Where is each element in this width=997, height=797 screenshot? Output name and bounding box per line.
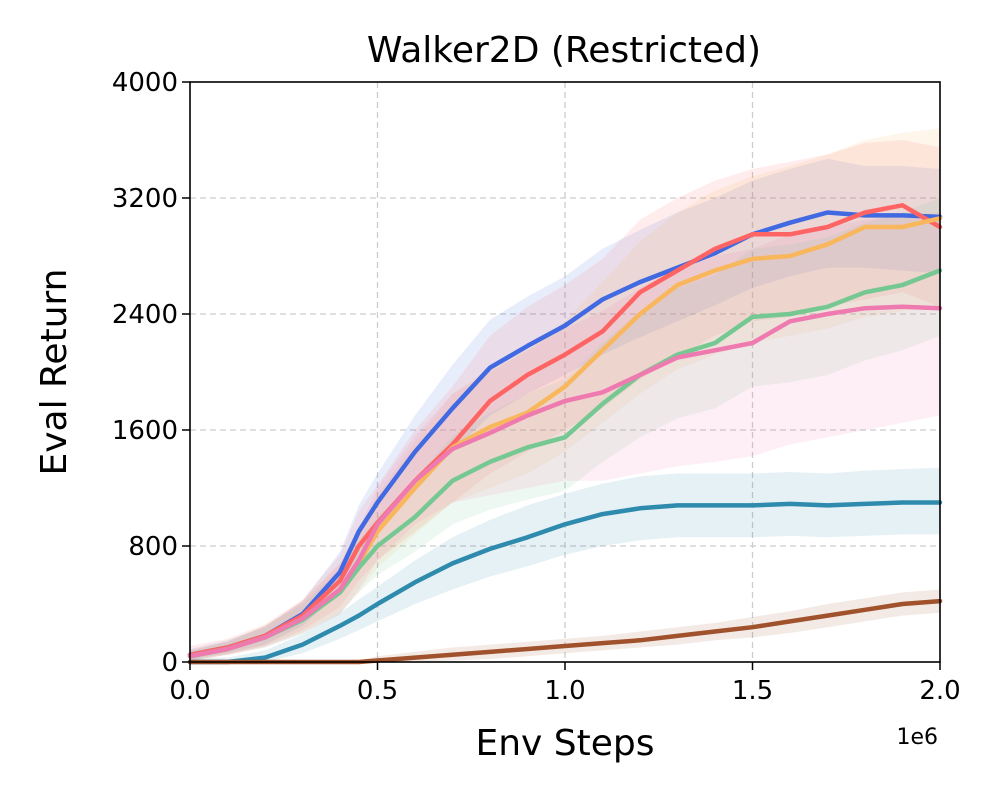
series-lines bbox=[187, 203, 943, 665]
y-tick-label-4: 3200 bbox=[112, 184, 178, 214]
y-tick-label-0: 0 bbox=[161, 648, 178, 678]
x-tick-label-0: 0.0 bbox=[169, 676, 210, 706]
line-teal bbox=[187, 500, 943, 665]
x-axis-offset-label: 1e6 bbox=[896, 725, 938, 750]
y-axis-label: Eval Return bbox=[34, 268, 75, 475]
y-axis-ticks: 0 800 1600 2400 3200 4000 bbox=[112, 68, 190, 678]
x-tick-label-4: 2.0 bbox=[919, 676, 960, 706]
y-tick-label-3: 2400 bbox=[112, 300, 178, 330]
line-red bbox=[187, 203, 943, 658]
x-axis-label: Env Steps bbox=[475, 723, 654, 764]
chart-title: Walker2D (Restricted) bbox=[367, 30, 761, 71]
x-tick-label-2: 1.0 bbox=[544, 676, 585, 706]
confidence-bands bbox=[190, 128, 940, 662]
x-tick-label-3: 1.5 bbox=[732, 676, 773, 706]
y-tick-label-2: 1600 bbox=[112, 416, 178, 446]
line-pink bbox=[187, 304, 943, 659]
band-blue bbox=[190, 158, 940, 660]
y-tick-label-1: 800 bbox=[128, 532, 178, 562]
y-tick-label-5: 4000 bbox=[112, 68, 178, 98]
line-blue bbox=[187, 210, 943, 658]
grid bbox=[190, 82, 940, 662]
band-teal bbox=[190, 467, 940, 662]
x-axis-ticks: 0.0 0.5 1.0 1.5 2.0 bbox=[169, 662, 961, 706]
x-tick-label-1: 0.5 bbox=[357, 676, 398, 706]
